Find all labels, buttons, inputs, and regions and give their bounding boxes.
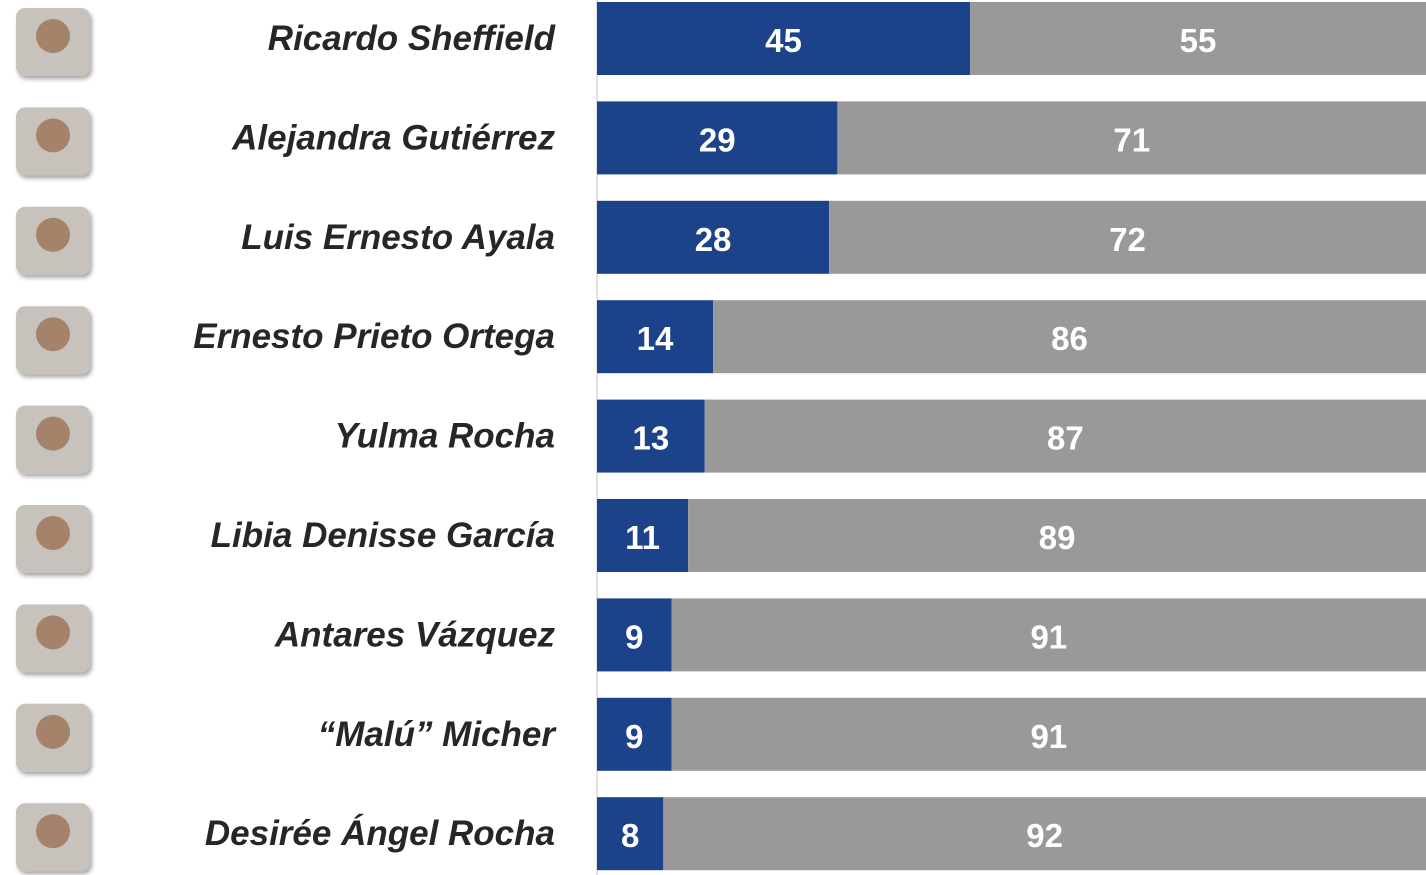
bar-segment	[597, 499, 689, 572]
bar-segment	[671, 697, 1426, 771]
value-label: 92	[1026, 817, 1063, 854]
category-label: “Malú” Micher	[318, 715, 558, 754]
bar-segment	[837, 101, 1426, 175]
avatar-face	[36, 416, 70, 451]
value-label: 8	[621, 817, 639, 854]
value-label: 29	[699, 121, 736, 158]
category-label: Luis Ernesto Ayala	[241, 218, 555, 257]
bar-segment	[597, 598, 672, 672]
value-label: 13	[633, 420, 670, 457]
value-label: 86	[1051, 320, 1088, 357]
bar-segment	[597, 200, 830, 274]
category-label: Yulma Rocha	[335, 417, 555, 456]
value-label: 89	[1039, 519, 1076, 556]
value-label: 9	[625, 618, 643, 655]
bar-segment	[671, 598, 1426, 672]
avatar-face	[36, 615, 70, 650]
avatar-face	[36, 19, 70, 53]
avatar-face	[36, 814, 70, 849]
avatar-face	[36, 217, 70, 252]
avatar-face	[36, 516, 70, 550]
bar-segment	[597, 797, 664, 871]
bar-segment	[597, 300, 714, 374]
avatar-face	[36, 317, 70, 352]
value-label: 11	[625, 519, 660, 556]
value-label: 91	[1030, 618, 1067, 655]
bar-segment	[597, 101, 838, 175]
category-label: Ernesto Prieto Ortega	[193, 317, 555, 356]
bar-segment	[688, 499, 1426, 572]
bar-segment	[970, 2, 1426, 75]
bar-segment	[597, 2, 971, 75]
value-label: 87	[1047, 420, 1084, 457]
avatar-face	[36, 118, 70, 153]
category-label: Ricardo Sheffield	[268, 19, 556, 58]
category-label: Alejandra Gutiérrez	[231, 118, 555, 157]
bar-segment	[713, 300, 1426, 374]
value-label: 28	[695, 221, 732, 258]
bar-segment	[829, 200, 1426, 274]
category-label: Antares Vázquez	[274, 615, 556, 654]
value-label: 9	[625, 718, 643, 755]
category-label: Libia Denisse García	[211, 516, 555, 555]
bar-segment	[663, 797, 1426, 871]
value-label: 91	[1030, 718, 1067, 755]
avatar-face	[36, 714, 70, 749]
bar-segment	[704, 399, 1426, 473]
value-label: 14	[637, 320, 674, 357]
value-label: 45	[765, 22, 802, 59]
bar-segment	[597, 697, 672, 771]
value-label: 72	[1109, 221, 1146, 258]
category-label: Desirée Ángel Rocha	[205, 814, 555, 853]
value-label: 71	[1113, 121, 1150, 158]
value-label: 55	[1180, 22, 1217, 59]
bar-segment	[597, 399, 705, 473]
